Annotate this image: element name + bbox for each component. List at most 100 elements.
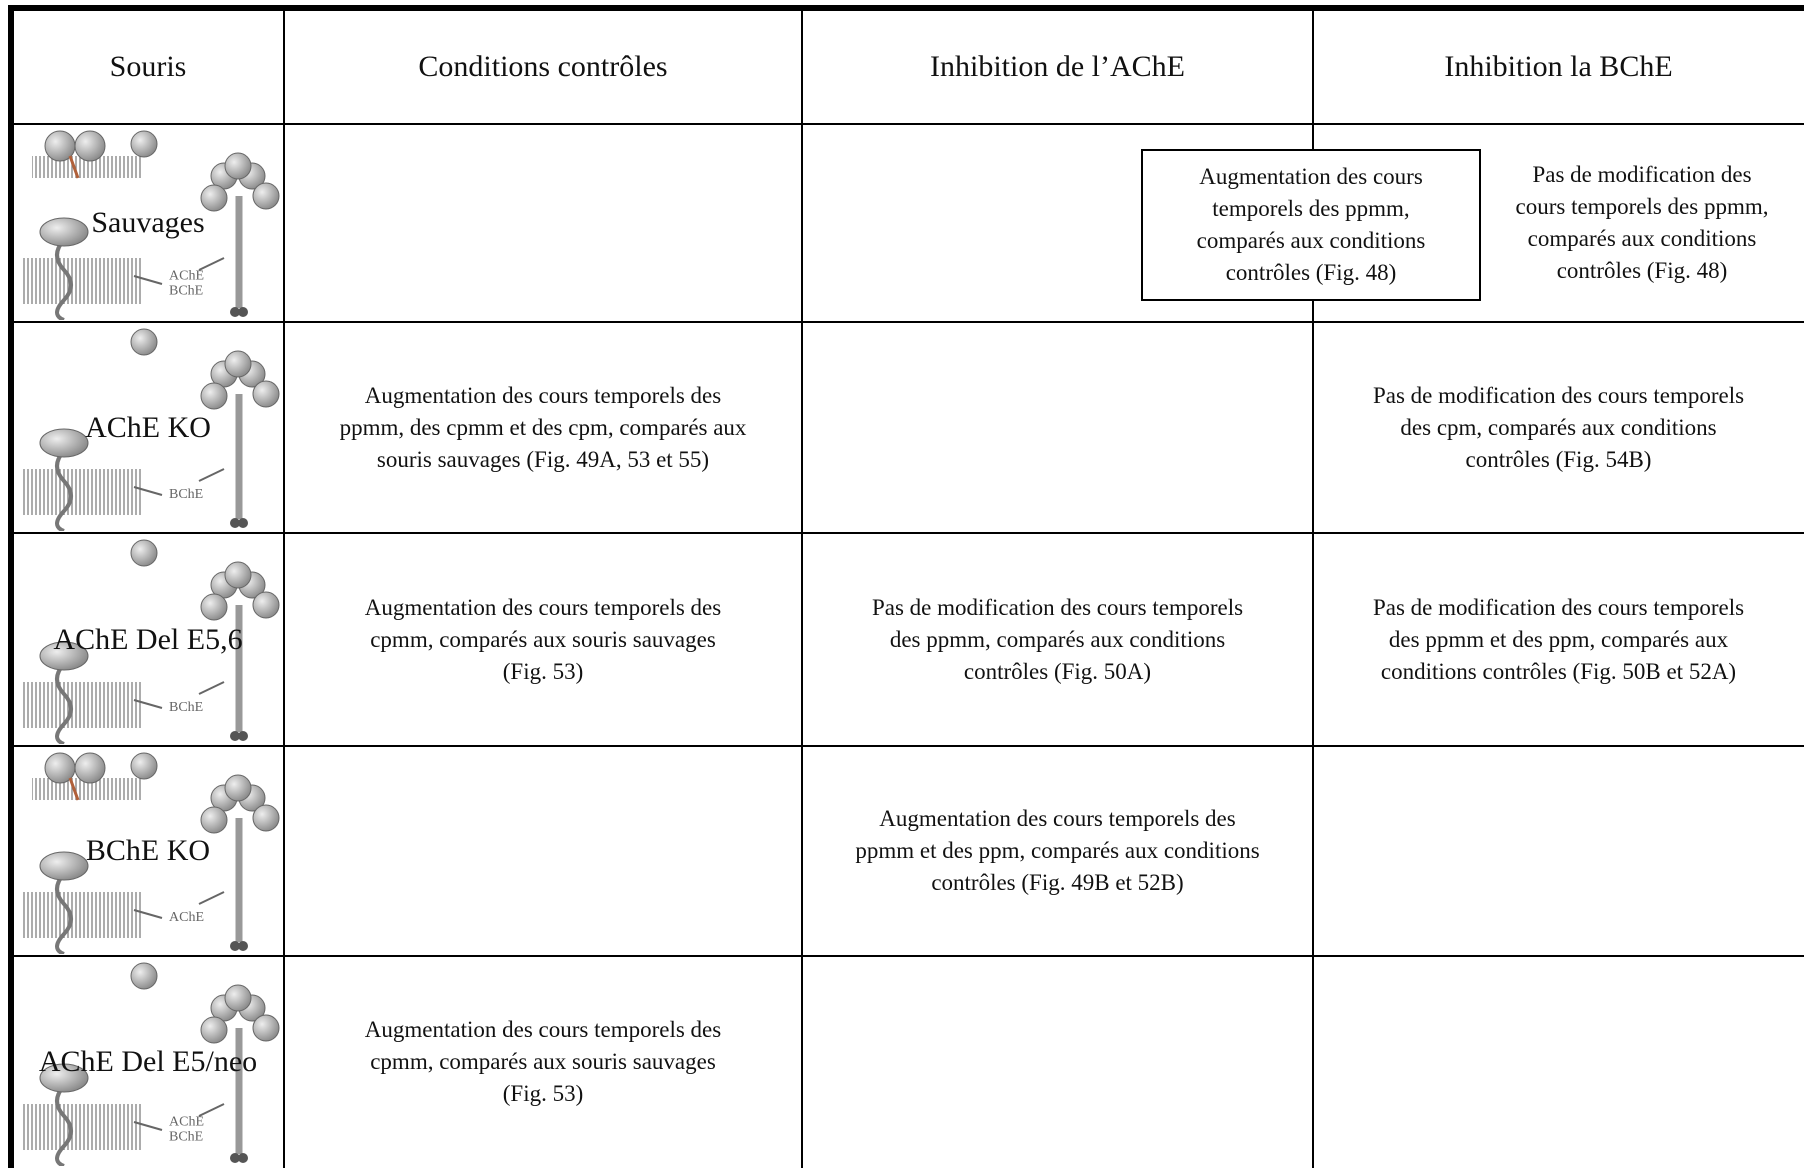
icon-label: BChE [169, 284, 203, 299]
column-border [8, 5, 14, 1168]
text-line: comparés aux conditions [1527, 226, 1757, 251]
text-line: conditions contrôles (Fig. 50B et 52A) [1380, 658, 1737, 684]
text-line: Pas de modification des cours temporels [871, 594, 1244, 620]
icon-part [198, 257, 225, 271]
icon-label: BChE [169, 1130, 203, 1145]
icon-part [230, 307, 240, 317]
icon-part [198, 1103, 225, 1117]
header-cell: Inhibition la BChE [1444, 49, 1673, 83]
text-line: contrôles (Fig. 50A) [963, 658, 1152, 684]
row-border [8, 321, 1804, 323]
row-border [8, 123, 1804, 125]
membrane [32, 778, 142, 800]
column-border [283, 5, 285, 1168]
row-border [8, 955, 1804, 957]
icon-label: AChE [169, 269, 204, 284]
icon-part [74, 752, 106, 784]
mouse-name: Sauvages [91, 206, 205, 239]
text-line: Pas de modification des [1532, 162, 1752, 187]
icon-label: AChE [169, 910, 204, 925]
icon-part [230, 731, 240, 741]
mouse-name: AChE KO [85, 410, 211, 444]
header-cell: Conditions contrôles [418, 49, 668, 83]
text-line: (Fig. 53) [502, 658, 584, 684]
membrane [22, 682, 142, 728]
text-line: cours temporels des ppmm, [1515, 194, 1769, 219]
icon-part [130, 130, 158, 158]
membrane [32, 156, 142, 178]
icon-part [224, 774, 252, 802]
icon-part [133, 699, 163, 709]
icon-part [238, 1153, 248, 1163]
text-line: des cpm, comparés aux conditions [1400, 414, 1717, 440]
text-line: Augmentation des cours temporels des [879, 806, 1236, 831]
row-border [8, 5, 1804, 11]
icon-part [252, 591, 280, 619]
icon-part [130, 539, 158, 567]
icon-part [224, 350, 252, 378]
text-line: souris sauvages (Fig. 49A, 53 et 55) [376, 446, 710, 472]
icon-part [55, 872, 73, 954]
column-border [801, 5, 803, 1168]
text-line: temporels des ppmm, [1212, 196, 1410, 221]
text-line: comparés aux conditions [1196, 228, 1426, 253]
icon-part [224, 152, 252, 180]
icon-part [224, 561, 252, 589]
text-line: des ppmm, comparés aux conditions [889, 626, 1226, 652]
text-cell: Pas de modification des cours temporels d… [1313, 533, 1804, 746]
row-border [8, 745, 1804, 747]
text-cell: Pas de modification des cours temporels d… [1480, 124, 1804, 322]
icon-part [230, 1153, 240, 1163]
icon-part [39, 641, 89, 671]
icon-part [130, 752, 158, 780]
icon-part [39, 851, 89, 881]
icon-part [55, 449, 73, 531]
icon-part [133, 1121, 163, 1131]
mouse-name: BChE KO [85, 834, 211, 867]
mouse-name: AChE Del E5/neo [38, 1045, 258, 1078]
icon-part [238, 941, 248, 951]
icon-part [133, 909, 163, 919]
icon-label: AChE [169, 1115, 204, 1130]
icon-part [55, 238, 73, 320]
mouse-icon: BChE [22, 328, 280, 531]
icon-part [198, 468, 225, 482]
icon-part [68, 777, 80, 801]
icon-label: BChE [169, 487, 203, 502]
icon-part [39, 1063, 89, 1093]
icon-part [200, 184, 228, 212]
text-line: Augmentation des cours temporels des [364, 1017, 722, 1042]
text-line: cpmm, comparés aux souris sauvages [370, 1049, 716, 1074]
text-line: Pas de modification des cours temporels [1372, 382, 1745, 408]
text-line: ppmm et des ppm, comparés aux conditions [855, 838, 1260, 863]
icon-part [252, 380, 280, 408]
icon-part [68, 155, 80, 179]
text-line: contrôles (Fig. 48) [1556, 258, 1728, 283]
text-line: contrôles (Fig. 49B et 52B) [931, 870, 1184, 895]
icon-part [55, 662, 73, 744]
icon-part [39, 428, 89, 458]
icon-part [200, 593, 228, 621]
icon-part [200, 1016, 228, 1044]
icon-part [198, 681, 225, 695]
icon-part [200, 806, 228, 834]
mouse-name: AChE Del E5,6 [53, 622, 243, 656]
text-cell: Augmentation des cours temporels des cpmm… [284, 956, 802, 1168]
icon-part [238, 307, 248, 317]
icon-part [133, 486, 163, 496]
icon-part [224, 984, 252, 1012]
text-cell: Pas de modification des cours temporels d… [1313, 322, 1804, 533]
text-line: Pas de modification des cours temporels [1372, 594, 1745, 620]
text-cell: Augmentation des cours temporels des cpmm… [284, 533, 802, 746]
icon-label: BChE [169, 700, 203, 715]
icon-part [39, 217, 89, 247]
icon-part [238, 518, 248, 528]
text-line: cpmm, comparés aux souris sauvages [370, 626, 716, 652]
icon-part [74, 130, 106, 162]
text-line: ppmm, des cpmm et des cpm, comparés aux [339, 414, 747, 440]
icon-part [230, 518, 240, 528]
icon-part [55, 1084, 73, 1166]
